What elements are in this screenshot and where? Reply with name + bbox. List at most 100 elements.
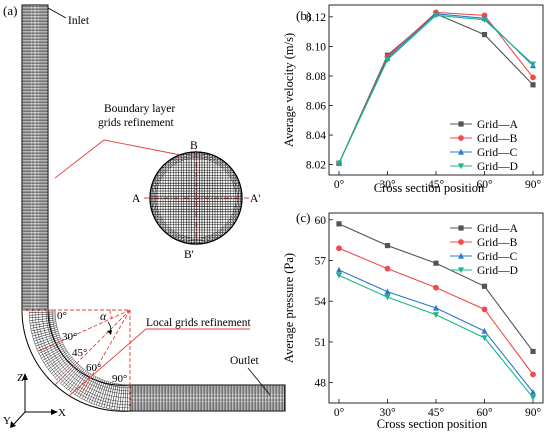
legend-label: Grid—A: [477, 223, 519, 235]
section-b-label: B: [190, 140, 198, 152]
velocity-xlabel: Cross section position: [374, 181, 485, 195]
angle-guides: [22, 309, 131, 411]
y-tick-label: 51: [315, 337, 327, 349]
local-label-leaders: [69, 328, 250, 396]
panel-a-label: (a): [3, 3, 17, 18]
x-tick-label: 30°: [379, 407, 396, 419]
velocity-ticks: 0° 30° 45° 60° 90° 8.02 8.04 8.06 8.08 8.10 8.12: [306, 12, 542, 191]
data-point: [384, 294, 391, 301]
axis-y-label: Y: [3, 415, 11, 427]
data-point: [530, 61, 536, 68]
y-tick-label: 8.04: [306, 130, 326, 142]
boundary-label-1: Boundary layer: [104, 103, 175, 115]
data-point: [384, 288, 391, 295]
section-a-label: A: [132, 193, 141, 205]
legend-label: Grid—C: [477, 251, 518, 263]
axis-z-label: Z: [17, 372, 24, 384]
data-point: [384, 265, 391, 272]
data-point: [384, 57, 391, 63]
legend-marker: [458, 135, 464, 141]
x-tick-label: 30°: [379, 179, 396, 191]
y-tick-label: 60: [315, 215, 327, 227]
data-point: [481, 283, 488, 289]
data-point: [433, 312, 439, 318]
outlet-pipe-rows: [130, 386, 285, 410]
data-point: [336, 160, 342, 167]
inlet-pipe-columns: [23, 5, 47, 310]
outlet-pipe-mesh: [130, 385, 285, 411]
pressure-chart: (c) 0° 30° 45° 60° 90° 48 51 54 57 60 Grid—A Grid—…: [282, 210, 544, 431]
data-point: [433, 12, 439, 19]
x-tick-label: 0°: [334, 407, 345, 419]
pressure-ylabel: Average pressure (Pa): [282, 253, 296, 363]
angle-0-label: 0°: [57, 310, 67, 322]
y-tick-label: 8.12: [306, 12, 326, 24]
pressure-series: [336, 221, 536, 401]
data-point: [530, 388, 536, 395]
data-point: [530, 394, 536, 401]
data-point: [530, 348, 536, 355]
panel-c-label: (c): [296, 210, 310, 225]
data-point: [336, 266, 342, 273]
pressure-legend: Grid—A Grid—B Grid—C Grid—D: [450, 223, 519, 277]
section-a-prime-label: A': [250, 193, 260, 205]
legend-marker: [458, 163, 464, 170]
legend-marker: [458, 148, 464, 155]
legend-marker: [458, 252, 464, 259]
data-point: [384, 242, 391, 249]
y-tick-label: 48: [315, 378, 327, 390]
y-tick-label: 8.08: [306, 71, 326, 83]
velocity-series: [336, 9, 536, 167]
data-point: [481, 335, 488, 342]
outlet-label: Outlet: [230, 355, 260, 367]
legend-label: Grid—D: [477, 161, 518, 173]
data-point: [481, 31, 488, 38]
data-point: [530, 371, 536, 378]
pipe-mesh-panel: (a) Inlet Boundary layer grids refinemen…: [3, 3, 286, 428]
pipe-bend-mesh: [21, 309, 131, 412]
alpha-arrow-icon: [107, 321, 112, 335]
legend-marker: [458, 267, 464, 274]
velocity-ylabel: Average velocity (m/s): [282, 33, 296, 147]
data-point: [481, 306, 488, 313]
y-tick-label: 54: [315, 296, 327, 308]
y-tick-label: 8.06: [306, 101, 326, 113]
panel-b-label: (b): [296, 8, 311, 23]
data-point: [433, 304, 439, 311]
angle-30-label: 30°: [62, 331, 77, 343]
cross-section-mesh: [144, 151, 250, 245]
angle-45-label: 45°: [72, 347, 87, 359]
data-point: [433, 284, 439, 291]
x-tick-label: 90°: [525, 407, 542, 419]
coordinate-axes-icon: [10, 373, 58, 428]
data-point: [336, 245, 342, 252]
y-tick-label: 57: [315, 256, 327, 268]
velocity-chart: (b) 0° 30° 45° 60° 90° 8.02 8.04 8.06 8.08 8.10 8.…: [282, 4, 544, 195]
legend-label: Grid—C: [477, 147, 518, 159]
legend-marker: [458, 239, 464, 245]
data-point: [433, 260, 439, 266]
angle-90-label: 90°: [112, 373, 127, 385]
inlet-label: Inlet: [68, 15, 90, 27]
boundary-label-2: grids refinement: [98, 117, 174, 129]
section-b-prime-label: B': [184, 249, 194, 261]
velocity-legend: Grid—A Grid—B Grid—C Grid—D: [450, 119, 519, 173]
legend-label: Grid—B: [477, 237, 518, 249]
x-tick-label: 45°: [428, 407, 445, 419]
axis-x-label: X: [58, 407, 66, 419]
legend-label: Grid—B: [477, 133, 518, 145]
legend-marker: [458, 121, 464, 127]
x-tick-label: 60°: [476, 407, 493, 419]
data-point: [481, 17, 488, 23]
legend-label: Grid—A: [477, 119, 519, 131]
alpha-label: α: [100, 309, 107, 323]
x-tick-label: 60°: [476, 179, 493, 191]
local-refinement-label: Local grids refinement: [146, 317, 252, 329]
data-point: [336, 221, 342, 227]
legend-marker: [458, 225, 464, 231]
y-tick-label: 8.02: [306, 160, 326, 172]
inlet-pipe-mesh: [22, 5, 48, 310]
data-point: [530, 82, 536, 88]
y-tick-label: 8.10: [306, 41, 326, 53]
